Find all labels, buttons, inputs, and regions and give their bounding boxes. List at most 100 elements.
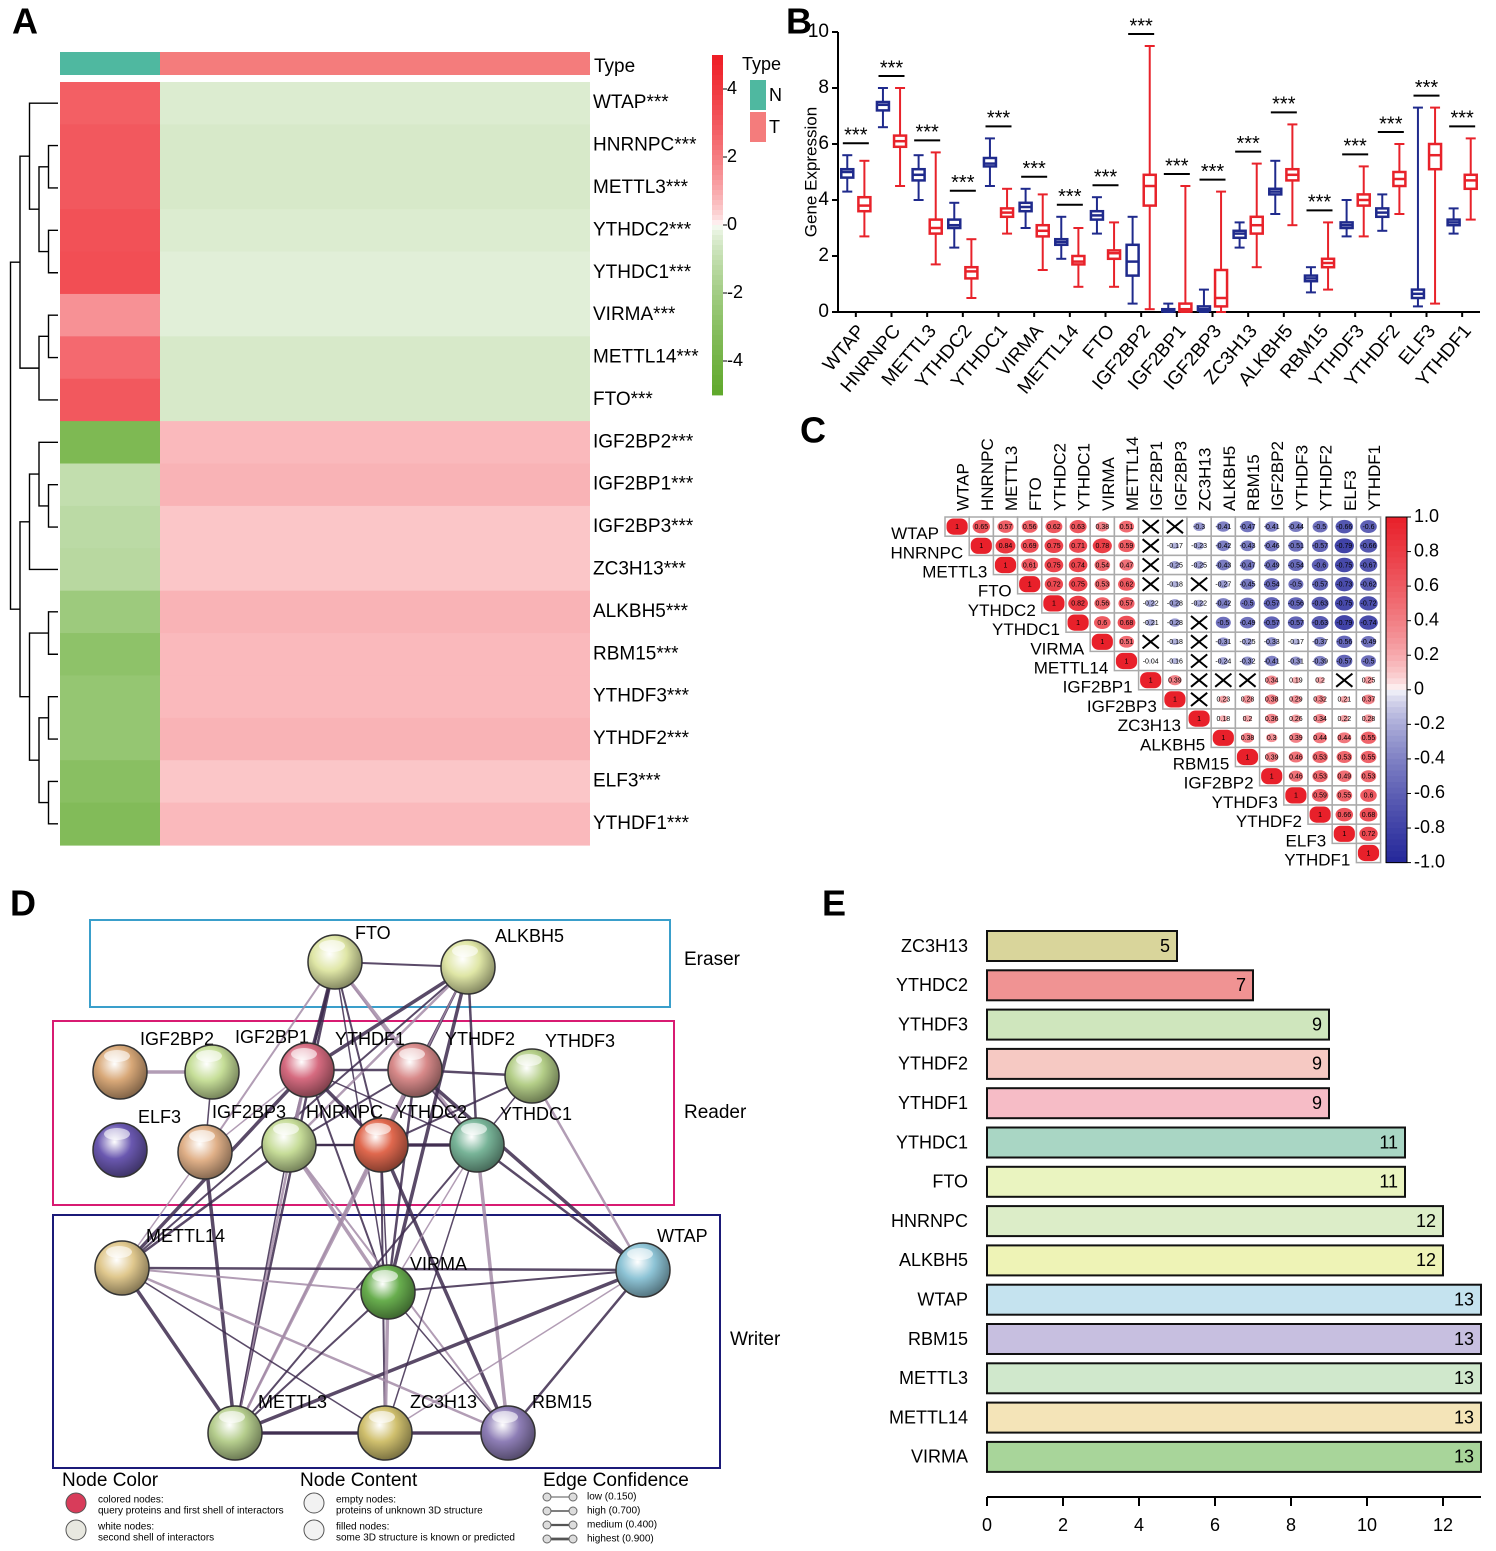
correlation-label: -0.31: [1288, 658, 1304, 665]
heatmap-cell: [60, 548, 160, 592]
colorbar-step: [712, 165, 723, 171]
x-tick-label: 2: [1058, 1515, 1068, 1535]
correlation-label: -0.41: [1264, 524, 1280, 531]
correlation-label: 0.18: [1216, 716, 1230, 723]
correlation-label: -0.5: [1217, 620, 1229, 627]
x-tick-label: 10: [1357, 1515, 1377, 1535]
correlation-cell: [1291, 638, 1301, 646]
correlation-cell: [1240, 559, 1255, 571]
correlation-label: -0.54: [1288, 562, 1304, 569]
correlation-label: -0.45: [1240, 582, 1256, 589]
correlation-cell: [1287, 597, 1304, 610]
correlation-label: -0.72: [1361, 601, 1377, 608]
correlation-label: 1: [1052, 601, 1056, 608]
significance-label: ***: [1058, 186, 1082, 208]
colorbar-step: [1386, 517, 1407, 524]
annotation-bar: [60, 52, 160, 75]
bar: [986, 969, 1254, 1002]
non-significant-cross: [1238, 672, 1257, 688]
colorbar-step: [712, 80, 723, 86]
correlation-label: 0.34: [1265, 678, 1279, 685]
correlation-cell: [1359, 558, 1378, 572]
correlation-cell: [1288, 578, 1304, 591]
correlation-label: 0.39: [1289, 735, 1303, 742]
colorbar-tick-label: -0.8: [1414, 817, 1445, 837]
correlation-cell: [1335, 807, 1354, 822]
non-significant-cross: [1190, 615, 1208, 630]
correlation-cell: [1360, 750, 1377, 764]
correlation-label: 1: [1100, 639, 1104, 646]
correlation-label: 0.51: [1120, 639, 1134, 646]
legend-swatch: [750, 80, 766, 110]
node-label: ZC3H13: [410, 1392, 477, 1412]
row-label: YTHDF3***: [593, 686, 690, 707]
correlation-cell: [1194, 599, 1204, 608]
correlation-cell: [1264, 559, 1280, 571]
correlation-label: -0.5: [1241, 601, 1253, 608]
dendrogram-branch: [9, 261, 20, 610]
correlation-cell: [1291, 676, 1301, 684]
node-label: RBM15: [532, 1392, 592, 1412]
colorbar-step: [1386, 655, 1407, 662]
correlation-cell: [1288, 521, 1303, 533]
legend-text: some 3D structure is known or predicted: [336, 1533, 515, 1544]
correlation-cell: [1263, 597, 1280, 610]
colorbar-tick-label: 0: [1414, 679, 1424, 699]
node-label: YTHDC1: [500, 1104, 572, 1124]
row-label: FTO: [978, 582, 1012, 601]
correlation-label: -0.63: [1312, 601, 1328, 608]
correlation-label: 0.54: [1095, 562, 1109, 569]
correlation-cell: [1337, 732, 1352, 744]
correlation-cell: [1240, 616, 1255, 629]
correlation-label: -0.74: [1361, 620, 1377, 627]
row-label: IGF2BP2: [1184, 774, 1254, 793]
correlation-cell: [1287, 616, 1304, 629]
correlation-label: -0.21: [1143, 620, 1159, 627]
colorbar-step: [712, 95, 723, 101]
correlation-label: -0.24: [1215, 658, 1231, 665]
correlation-cell: [1311, 558, 1329, 572]
colorbar-step: [712, 285, 723, 291]
colorbar-tick-label: 1.0: [1414, 506, 1439, 526]
correlation-cell: [997, 520, 1014, 533]
correlation-cell: [1093, 616, 1111, 630]
network-edge: [387, 1269, 644, 1293]
legend-icon: [65, 1492, 87, 1514]
correlation-label: -0.23: [1191, 543, 1207, 550]
correlation-cell: [1313, 732, 1328, 744]
box: [947, 218, 962, 230]
correlation-cell: [1212, 729, 1234, 746]
colorbar-step: [712, 345, 723, 351]
correlation-label: -0.41: [1215, 524, 1231, 531]
value-label: 12: [1416, 1250, 1436, 1270]
row-label: HNRNPC: [890, 543, 963, 562]
correlation-cell: [1216, 598, 1231, 609]
legend-term: filled nodes:: [336, 1522, 389, 1533]
correlation-label: -0.25: [1240, 639, 1256, 646]
significance-label: ***: [951, 172, 975, 194]
colorbar-step: [1386, 799, 1407, 806]
row-label: HNRNPC***: [593, 135, 697, 156]
heatmap-cell: [60, 717, 160, 761]
correlation-cell: [1363, 676, 1374, 685]
bar: [986, 1165, 1406, 1198]
colorbar-step: [712, 275, 723, 281]
row-label: IGF2BP2***: [593, 431, 694, 452]
network-edge: [121, 1267, 389, 1293]
colorbar-step: [1386, 747, 1407, 754]
correlation-label: 0.6: [1097, 620, 1107, 627]
correlation-cell: [1115, 652, 1138, 670]
correlation-label: -0.57: [1264, 601, 1280, 608]
colorbar-step: [1386, 828, 1407, 835]
colorbar-step: [712, 360, 723, 366]
correlation-cell: [1194, 542, 1205, 550]
correlation-cell: [1170, 638, 1180, 646]
colorbar-step: [1386, 833, 1407, 841]
colorbar-step: [1386, 793, 1407, 800]
colorbar-step: [712, 325, 723, 331]
box: [840, 167, 855, 179]
node-highlight: [273, 1123, 299, 1135]
correlation-cell: [1334, 557, 1354, 573]
bar: [986, 1323, 1482, 1355]
